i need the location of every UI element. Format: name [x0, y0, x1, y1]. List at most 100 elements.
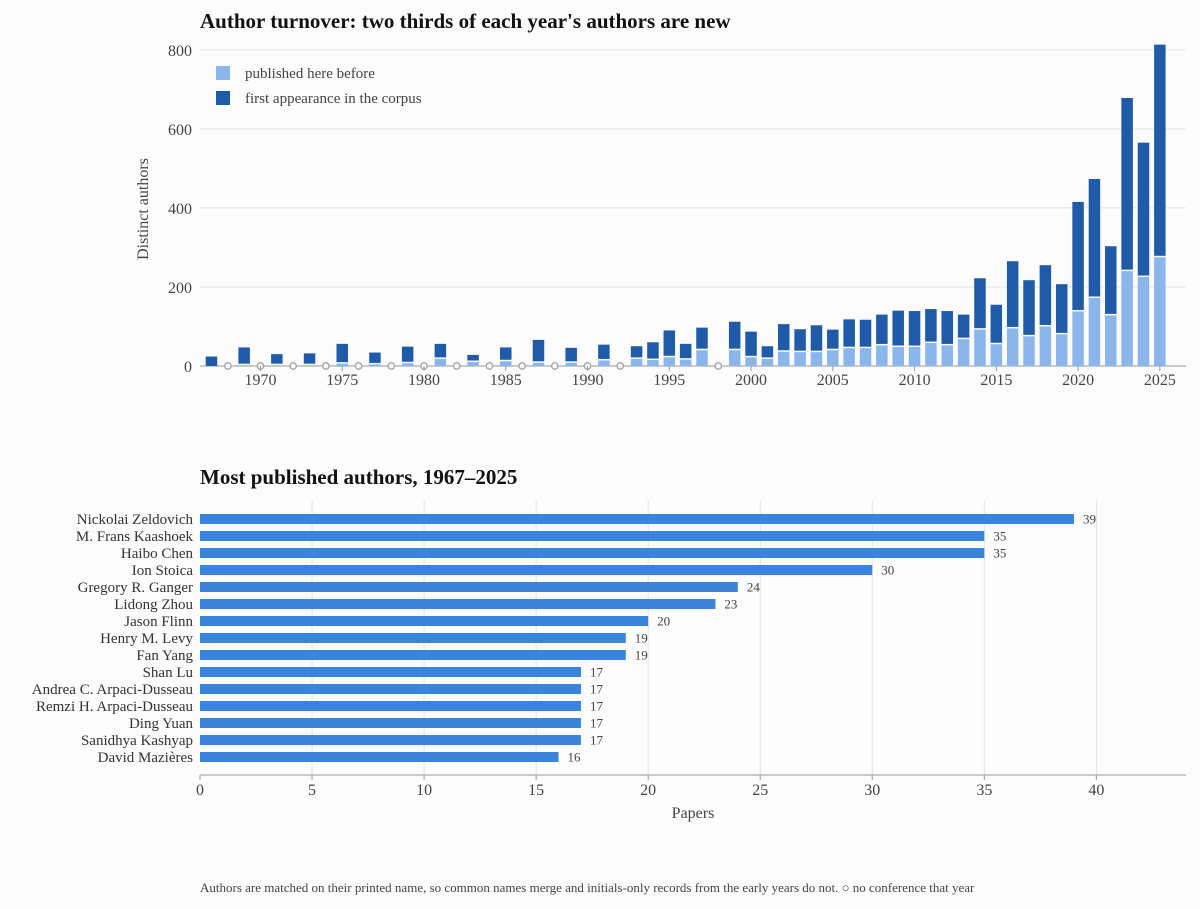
bar-first	[957, 314, 970, 338]
bar-before	[1154, 257, 1166, 366]
bar-first	[1121, 97, 1133, 270]
x-tick-label: 2005	[817, 372, 849, 389]
x-tick-labels: 1970 1975 1980 1985 1990 1995 2000 2005 2010 2015…	[245, 366, 1176, 389]
bar-first	[1105, 246, 1117, 314]
author-bar	[200, 667, 581, 677]
author-bar	[200, 599, 716, 609]
no-conference-marker	[321, 362, 330, 370]
bar-first	[467, 354, 479, 361]
bar-before	[500, 361, 512, 366]
no-conference-marker	[289, 362, 298, 370]
bar-first	[728, 321, 741, 349]
bar-first	[271, 354, 283, 364]
x-tick-label: 2000	[735, 372, 767, 389]
author-name: Sanidhya Kashyap	[81, 733, 193, 749]
author-name: Remzi H. Arpaci-Dusseau	[36, 699, 194, 715]
author-name: Andrea C. Arpaci-Dusseau	[32, 682, 194, 698]
bar-before	[467, 362, 479, 366]
author-bar	[200, 701, 581, 711]
chart-title-2: Most published authors, 1967–2025	[200, 465, 517, 489]
bar-first	[876, 314, 888, 344]
bar-first	[532, 339, 545, 362]
bar-first	[761, 346, 774, 358]
no-conference-marker	[452, 362, 461, 370]
author-name: Ion Stoica	[132, 563, 194, 579]
bar-value: 30	[881, 563, 894, 578]
footnote: Authors are matched on their printed nam…	[200, 880, 975, 895]
bar-before	[303, 365, 316, 366]
bar-value: 17	[590, 733, 604, 748]
y-tick-labels: 0 200 400 600 800	[168, 43, 192, 376]
bar-first	[990, 304, 1003, 343]
author-name: M. Frans Kaashoek	[76, 529, 194, 545]
bar-value: 17	[590, 665, 604, 680]
bar-first	[647, 342, 659, 359]
bar-before	[827, 350, 839, 366]
bar-before	[1055, 334, 1068, 366]
bar-before	[532, 362, 545, 366]
bar-first	[859, 319, 872, 347]
author-bar	[200, 548, 985, 558]
x-tick-label: 2015	[980, 372, 1012, 389]
x-tick-label: 35	[976, 782, 992, 799]
bar-before	[647, 360, 659, 366]
author-name: Shan Lu	[143, 665, 194, 681]
bar-value: 19	[635, 631, 648, 646]
author-name: Ding Yuan	[129, 716, 194, 732]
bar-first	[1023, 280, 1035, 335]
bar-first	[500, 347, 512, 360]
bar-first	[1137, 142, 1150, 276]
bar-before	[1088, 298, 1101, 366]
bar-first	[810, 325, 823, 351]
bar-first	[827, 329, 839, 349]
bar-before	[679, 359, 692, 366]
bar-first	[205, 356, 218, 366]
no-conference-marker	[550, 362, 559, 370]
bar-first	[778, 324, 790, 351]
x-tick-label: 0	[196, 782, 204, 799]
stacked-bars	[205, 44, 1166, 370]
author-name: Haibo Chen	[121, 546, 194, 562]
bar-value: 20	[657, 614, 670, 629]
bar-before	[778, 351, 790, 366]
bar-before	[663, 357, 676, 366]
author-bar	[200, 650, 626, 660]
bar-before	[876, 345, 888, 366]
bar-value: 35	[993, 529, 1006, 544]
bar-before	[810, 352, 823, 366]
bar-first	[696, 327, 708, 349]
bar-before	[565, 362, 577, 366]
bar-value: 17	[590, 699, 604, 714]
bar-before	[925, 343, 937, 366]
bar-value: 16	[568, 750, 582, 765]
horizontal-bars	[200, 514, 1074, 762]
bar-before	[336, 363, 349, 366]
bar-value: 17	[590, 682, 604, 697]
bar-before	[630, 358, 643, 366]
x-tick-label: 1970	[245, 372, 277, 389]
x-tick-label: 2025	[1144, 372, 1176, 389]
author-name: Nickolai Zeldovich	[77, 512, 194, 528]
x-tick-label: 15	[528, 782, 544, 799]
bar-before	[598, 360, 610, 366]
bar-before	[1023, 336, 1035, 366]
bar-before	[271, 365, 283, 366]
y-axis-label: Distinct authors	[135, 158, 152, 260]
bar-before	[908, 347, 921, 366]
bar-first	[630, 346, 643, 358]
x-axis-label: Papers	[672, 805, 715, 822]
bar-before	[761, 358, 774, 366]
bar-before	[974, 329, 986, 366]
author-bar	[200, 514, 1074, 524]
legend: published here before first appearance i…	[216, 66, 422, 107]
no-conference-marker	[387, 362, 396, 370]
bar-first	[1039, 265, 1052, 325]
x-tick-label: 1985	[490, 372, 522, 389]
bar-before	[401, 363, 414, 366]
author-bar	[200, 565, 873, 575]
bar-value: 17	[590, 716, 604, 731]
bar-first	[565, 347, 577, 362]
author-bar	[200, 582, 738, 592]
x-tick-labels-2: 0 5 10 15 20 25 30 35 40	[196, 775, 1104, 799]
y-gridlines	[200, 49, 1186, 367]
